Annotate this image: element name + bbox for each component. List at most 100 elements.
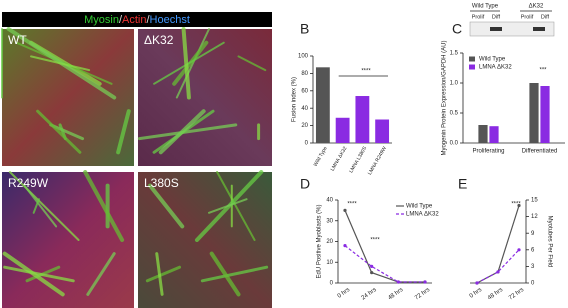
blot-lane: Diff xyxy=(492,14,501,20)
micrograph xyxy=(138,29,272,166)
y-tick-label: 100 xyxy=(298,54,309,60)
myotube xyxy=(86,252,116,296)
legend-label: LMNA ΔK32 xyxy=(479,65,512,71)
stain-actin: Actin xyxy=(122,14,146,26)
image-label: R249W xyxy=(8,176,49,190)
legend-label: Wild Type xyxy=(406,204,433,210)
y-tick-label: 0.0 xyxy=(450,141,459,147)
significance: **** xyxy=(361,69,371,75)
panel-letter: C xyxy=(452,21,462,37)
myotube xyxy=(237,55,267,72)
y-tick-label: 40 xyxy=(301,106,308,112)
myotube xyxy=(137,123,238,141)
myotube xyxy=(153,41,225,85)
y-tick-label: 0 xyxy=(330,281,334,287)
myotube xyxy=(3,265,75,283)
blot-band xyxy=(490,27,502,31)
image-label: WT xyxy=(8,33,27,47)
y-tick-label: 20 xyxy=(326,239,333,245)
myotube xyxy=(209,251,241,297)
significance: **** xyxy=(511,202,521,208)
myotube xyxy=(2,251,65,297)
y-tick-label: 40 xyxy=(326,198,333,204)
blot-strip xyxy=(469,21,555,37)
myotube xyxy=(208,198,248,214)
myotube xyxy=(175,28,211,99)
x-tick-label: Wild Type xyxy=(313,145,329,167)
myotube xyxy=(216,171,256,241)
myotube xyxy=(23,184,58,228)
x-tick-label: Differentiated xyxy=(522,149,558,155)
point xyxy=(343,208,347,212)
line xyxy=(344,210,425,283)
x-tick-label: 48 hrs xyxy=(387,287,404,301)
myotube xyxy=(83,170,125,242)
myotube xyxy=(181,27,191,100)
bar xyxy=(355,96,370,143)
stain-label: Myosin/Actin/Hoechst xyxy=(84,14,190,26)
y-tick-label: 10 xyxy=(326,260,333,266)
point xyxy=(370,271,374,275)
y-tick-label: 3 xyxy=(531,264,535,270)
bar xyxy=(489,126,499,143)
line xyxy=(476,249,520,284)
blot-lane: Prolif xyxy=(521,14,534,20)
x-tick-label: LMNA R249W xyxy=(367,145,388,176)
line xyxy=(344,245,425,283)
y-tick-label: 80 xyxy=(301,71,308,77)
y-tick-label: 6 xyxy=(531,247,535,253)
point xyxy=(517,203,521,208)
blot-group: Wild Type xyxy=(472,4,499,10)
bar xyxy=(375,119,390,143)
point xyxy=(396,280,400,284)
x-tick-label: LMNA L380S xyxy=(348,145,368,174)
x-tick-label: LMNA ΔK32 xyxy=(330,145,349,172)
legend-swatch xyxy=(469,64,475,70)
image-label: ΔK32 xyxy=(144,33,174,47)
x-tick-label: 72 hrs xyxy=(414,287,431,301)
point xyxy=(496,270,500,274)
x-tick-label: Proliferating xyxy=(472,149,504,155)
y-tick-label: 30 xyxy=(326,218,333,224)
x-tick-label: 0 hrs xyxy=(337,287,351,300)
y-tick-label: 1.5 xyxy=(450,51,459,57)
y-tick-label: 0 xyxy=(305,141,309,147)
legend-label: LMNA ΔK32 xyxy=(406,212,439,218)
myotube xyxy=(8,171,80,241)
bar xyxy=(315,67,330,143)
stain-sep: / xyxy=(119,14,123,26)
y-tick-label: 0 xyxy=(531,281,535,287)
myotube xyxy=(32,198,40,214)
x-tick-label: 0 hrs xyxy=(469,287,483,300)
panel-letter: E xyxy=(458,176,467,192)
myotube xyxy=(200,265,269,283)
myotube xyxy=(158,109,206,155)
y-tick-label: 20 xyxy=(301,123,308,129)
y-tick-label: 1.0 xyxy=(450,81,459,87)
blot-lane: Diff xyxy=(541,14,550,20)
stain-myosin: Myosin xyxy=(84,14,119,26)
panel-letter: B xyxy=(300,21,309,37)
myotube xyxy=(155,252,164,296)
bar xyxy=(335,117,350,143)
stain-hoechst: Hoechst xyxy=(150,14,190,26)
blot-band xyxy=(533,27,545,31)
myotube xyxy=(30,55,91,72)
blot-lane: Prolif xyxy=(472,14,485,20)
legend-swatch xyxy=(469,56,475,62)
legend-label: Wild Type xyxy=(479,57,506,63)
y-tick-label: 12 xyxy=(531,214,538,220)
micrograph xyxy=(138,172,272,308)
image-label: L380S xyxy=(144,176,179,190)
y-tick-label: 15 xyxy=(531,198,538,204)
bar xyxy=(540,86,550,143)
myotube xyxy=(36,109,82,154)
blot-group: ΔK32 xyxy=(529,4,544,10)
myotube xyxy=(116,109,131,155)
x-tick-label: 72 hrs xyxy=(508,287,525,301)
blot-inset xyxy=(469,10,555,37)
point xyxy=(423,280,427,284)
y-tick-label: 9 xyxy=(531,231,535,237)
y-axis-label: Myotubes Per Field xyxy=(546,216,552,268)
